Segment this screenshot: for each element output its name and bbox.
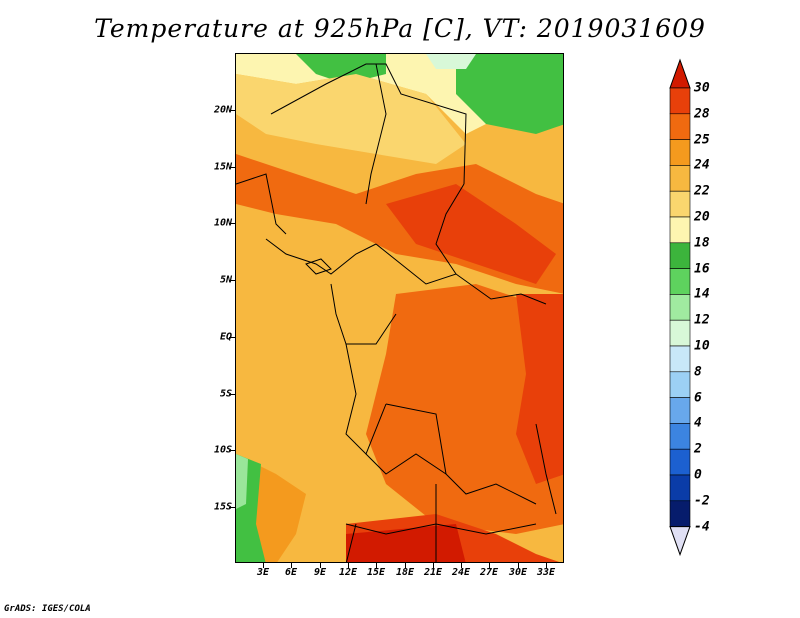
lat-label: 15S [213, 501, 232, 513]
lon-label: 33E [536, 567, 556, 578]
colorbar-label: 14 [694, 286, 710, 302]
colorbar [669, 58, 691, 557]
sahara-pale-zone [426, 54, 476, 69]
lat-tick [229, 223, 235, 224]
colorbar-label: -2 [694, 493, 710, 509]
lon-tick [546, 563, 547, 568]
colorbar-box [669, 294, 691, 321]
colorbar-box [669, 139, 691, 166]
colorbar-box [669, 165, 691, 192]
lat-tick [229, 167, 235, 168]
lat-label: 5S [219, 388, 232, 400]
lon-label: 21E [423, 567, 443, 578]
lat-label: 15N [213, 161, 232, 173]
lat-label: 10S [213, 444, 232, 456]
colorbar-label: 30 [694, 80, 710, 96]
sahara-green-2 [456, 54, 563, 134]
colorbar-label: 24 [694, 157, 710, 173]
colorbar-box [669, 190, 691, 218]
colorbar-cap-bottom [669, 526, 691, 557]
lon-label: 18E [395, 567, 415, 578]
west-coast-zone [236, 254, 356, 474]
credit-text: GrADS: IGES/COLA [4, 604, 91, 614]
colorbar-label: 20 [694, 209, 710, 225]
colorbar-box [669, 242, 691, 269]
lat-tick [229, 337, 235, 338]
lon-tick [291, 563, 292, 568]
colorbar-box [669, 113, 691, 140]
colorbar-box [669, 500, 691, 527]
map-title: Temperature at 925hPa [C], VT: 201903160… [94, 14, 706, 43]
colorbar-box [669, 345, 691, 373]
lon-tick [433, 563, 434, 568]
east-red-zone [516, 294, 563, 484]
lon-label: 3E [256, 567, 270, 578]
lat-label: EQ [219, 331, 232, 343]
temperature-field [236, 54, 563, 562]
temperature-map [235, 53, 564, 563]
lat-tick [229, 280, 235, 281]
colorbar-label: 0 [694, 467, 702, 483]
colorbar-box [669, 448, 691, 476]
colorbar-label: 22 [694, 183, 710, 199]
colorbar-box [669, 371, 691, 398]
colorbar-label: 2 [694, 441, 702, 457]
colorbar-box [669, 268, 691, 295]
lat-tick [229, 394, 235, 395]
lat-tick [229, 507, 235, 508]
lon-tick [263, 563, 264, 568]
colorbar-box [669, 474, 691, 502]
colorbar-label: 18 [694, 235, 710, 251]
lake-outline [305, 258, 332, 275]
colorbar-label: 16 [694, 261, 710, 277]
lon-label: 6E [284, 567, 298, 578]
lon-tick [405, 563, 406, 568]
lat-tick [229, 450, 235, 451]
lat-label: 5N [219, 274, 232, 286]
lon-tick [348, 563, 349, 568]
lon-label: 27E [479, 567, 499, 578]
colorbar-box [669, 423, 691, 450]
lon-label: 24E [451, 567, 471, 578]
colorbar-box [669, 397, 691, 424]
lon-tick [376, 563, 377, 568]
colorbar-label: 10 [694, 338, 710, 354]
colorbar-label: 4 [694, 415, 702, 431]
lon-label: 12E [338, 567, 358, 578]
lon-label: 30E [508, 567, 528, 578]
colorbar-box [669, 319, 691, 347]
lon-label: 9E [313, 567, 327, 578]
colorbar-label: 25 [694, 132, 710, 148]
red-orange-band [386, 184, 556, 284]
lat-label: 10N [213, 217, 232, 229]
lat-label: 20N [213, 104, 232, 116]
colorbar-box [669, 87, 691, 115]
lon-tick [489, 563, 490, 568]
lon-tick [461, 563, 462, 568]
colorbar-label: -4 [694, 519, 710, 535]
lat-tick [229, 110, 235, 111]
colorbar-label: 8 [694, 364, 702, 380]
lon-label: 15E [366, 567, 386, 578]
colorbar-cap-top [669, 58, 691, 89]
congo-basin [366, 284, 563, 534]
colorbar-label: 12 [694, 312, 710, 328]
country-borders [236, 63, 557, 562]
lon-tick [320, 563, 321, 568]
colorbar-box [669, 216, 691, 244]
lon-tick [518, 563, 519, 568]
colorbar-label: 28 [694, 106, 710, 122]
colorbar-label: 6 [694, 390, 702, 406]
southwest-light-green [236, 454, 248, 509]
